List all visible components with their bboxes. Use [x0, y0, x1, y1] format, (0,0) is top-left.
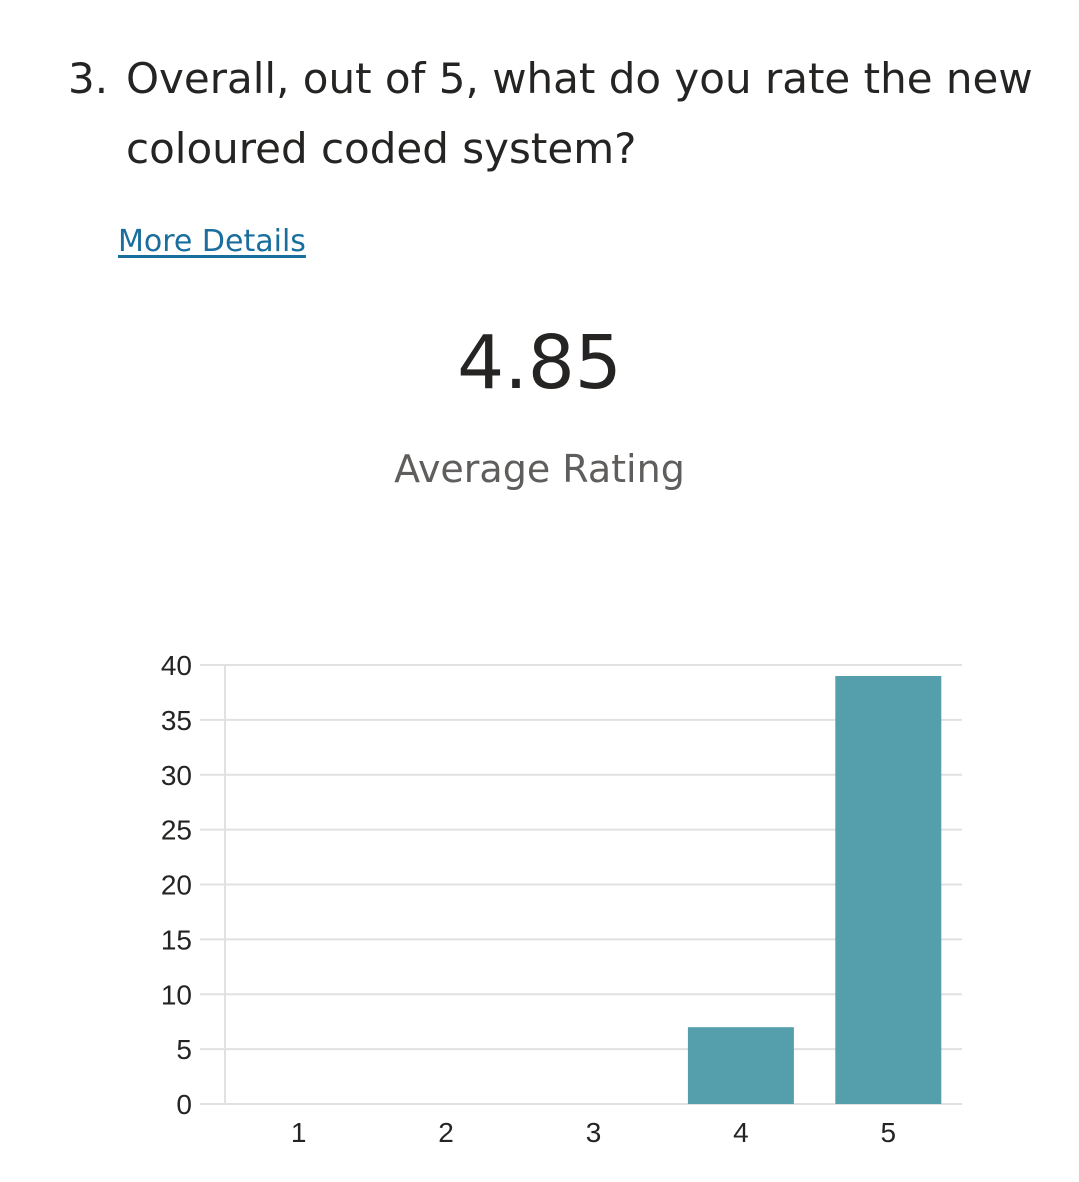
x-tick-label: 3: [586, 1117, 602, 1148]
y-tick-label: 5: [176, 1034, 192, 1065]
bar-rating-4: [687, 1027, 794, 1104]
x-tick-label: 2: [438, 1117, 454, 1148]
y-tick-label: 20: [161, 870, 192, 901]
rating-bar-chart: 0 5 10 15 20 25 30 35 40 1 2 3 4 5: [161, 650, 962, 1148]
chart-bars: [687, 675, 942, 1104]
y-tick-label: 40: [161, 650, 192, 681]
y-axis-tick-labels: 0 5 10 15 20 25 30 35 40: [161, 650, 192, 1120]
x-tick-label: 4: [733, 1117, 749, 1148]
x-tick-label: 5: [881, 1117, 897, 1148]
average-rating-value: 4.85: [457, 320, 622, 406]
y-tick-label: 15: [161, 924, 192, 955]
question-number: 3.: [68, 54, 109, 103]
x-axis-tick-labels: 1 2 3 4 5: [291, 1117, 896, 1148]
chart-gridlines: [200, 664, 962, 1105]
y-tick-label: 25: [161, 815, 192, 846]
y-tick-label: 30: [161, 760, 192, 791]
question-text: Overall, out of 5, what do you rate the …: [126, 54, 1033, 173]
y-tick-label: 10: [161, 979, 192, 1010]
question-heading: 3. Overall, out of 5, what do you rate t…: [68, 44, 1048, 184]
more-details-link[interactable]: More Details: [118, 224, 306, 259]
y-tick-label: 35: [161, 705, 192, 736]
bar-rating-5: [835, 675, 942, 1104]
y-tick-label: 0: [176, 1089, 192, 1120]
x-tick-label: 1: [291, 1117, 307, 1148]
average-rating-label: Average Rating: [394, 447, 685, 491]
